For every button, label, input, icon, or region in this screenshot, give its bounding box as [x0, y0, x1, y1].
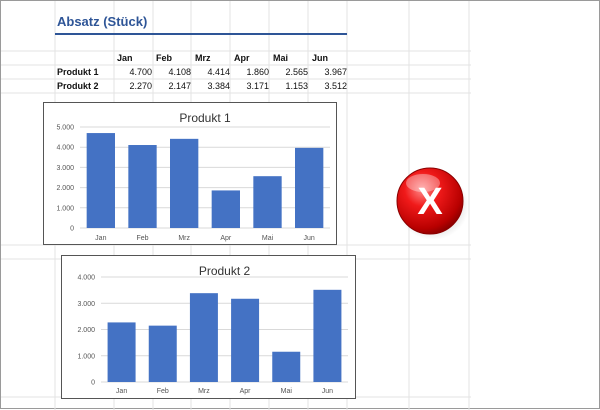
- table-row: Produkt 2 2.270 2.147 3.384 3.171 1.153 …: [55, 79, 349, 93]
- y-tick-label: 0: [70, 226, 74, 233]
- row-label-cell[interactable]: Produkt 2: [57, 81, 99, 91]
- bar: [211, 190, 240, 228]
- chart-produkt-1-plot: Produkt 1 0 1.000 2.000 3.000 4.000 5.000 Jan Fe…: [56, 111, 330, 242]
- y-tick-label: 4.000: [77, 275, 95, 282]
- title-underline: [55, 33, 347, 35]
- value-cell[interactable]: 2.147: [168, 81, 191, 91]
- y-tick-label: 2.000: [77, 327, 95, 334]
- bar: [231, 298, 260, 382]
- y-tick-label: 3.000: [56, 165, 74, 172]
- x-tick-label: Jan: [116, 388, 127, 395]
- value-cell[interactable]: 3.171: [246, 81, 269, 91]
- bar: [313, 289, 342, 382]
- value-cell[interactable]: 4.108: [168, 67, 191, 77]
- table-header-cell[interactable]: Apr: [234, 53, 250, 63]
- table-header-cell[interactable]: Jan: [117, 53, 133, 63]
- value-cell[interactable]: 2.565: [285, 67, 308, 77]
- y-tick-label: 1.000: [77, 353, 95, 360]
- value-cell[interactable]: 1.153: [285, 81, 308, 91]
- x-tick-label: Feb: [136, 235, 148, 242]
- table-header-cell[interactable]: Mrz: [195, 53, 211, 63]
- data-table: Jan Feb Mrz Apr Mai Jun Produkt 1 4.700 …: [55, 51, 349, 93]
- x-tick-label: Apr: [220, 235, 232, 242]
- sheet-title: Absatz (Stück): [57, 14, 148, 29]
- x-tick-label: Apr: [240, 388, 252, 395]
- x-tick-label: Mai: [262, 235, 274, 242]
- x-tick-label: Mai: [281, 388, 293, 395]
- error-x-glyph: X: [417, 181, 443, 223]
- value-cell[interactable]: 1.860: [246, 67, 269, 77]
- error-x-icon: X: [396, 167, 469, 240]
- bar: [86, 133, 115, 228]
- table-header-cell[interactable]: [55, 51, 115, 65]
- x-tick-label: Mrz: [178, 235, 190, 242]
- y-tick-label: 5.000: [56, 125, 74, 132]
- y-tick-label: 0: [91, 380, 95, 387]
- bar: [189, 293, 218, 382]
- chart-title: Produkt 2: [199, 264, 251, 278]
- value-cell[interactable]: 3.384: [207, 81, 230, 91]
- value-cell[interactable]: 3.512: [324, 81, 347, 91]
- table-header-cell[interactable]: Mai: [273, 53, 289, 63]
- bar: [128, 145, 157, 228]
- table-header-row: Jan Feb Mrz Apr Mai Jun: [55, 51, 349, 65]
- y-tick-label: 1.000: [56, 205, 74, 212]
- y-tick-label: 2.000: [56, 185, 74, 192]
- x-tick-label: Jun: [304, 235, 315, 242]
- row-label-cell[interactable]: Produkt 1: [57, 67, 99, 77]
- table-header-cell[interactable]: Jun: [312, 53, 329, 63]
- value-cell[interactable]: 2.270: [129, 81, 152, 91]
- bar: [295, 147, 324, 228]
- x-tick-label: Jan: [95, 235, 106, 242]
- bar: [272, 351, 301, 382]
- table-header-cell[interactable]: Feb: [156, 53, 173, 63]
- chart-produkt-2-plot: Produkt 2 0 1.000 2.000 3.000 4.000 Jan Feb Mrz A…: [77, 264, 348, 395]
- value-cell[interactable]: 4.700: [129, 67, 152, 77]
- x-tick-label: Feb: [157, 388, 169, 395]
- chart-produkt-2[interactable]: Produkt 2 0 1.000 2.000 3.000 4.000 Jan Feb Mrz A…: [61, 255, 356, 399]
- x-tick-label: Mrz: [198, 388, 210, 395]
- x-tick-label: Jun: [322, 388, 333, 395]
- table-row: Produkt 1 4.700 4.108 4.414 1.860 2.565 …: [55, 65, 349, 79]
- bar: [148, 325, 177, 382]
- bar: [107, 322, 136, 382]
- bar: [253, 176, 282, 228]
- value-cell[interactable]: 4.414: [207, 67, 230, 77]
- chart-title: Produkt 1: [179, 111, 231, 125]
- chart-produkt-1[interactable]: Produkt 1 0 1.000 2.000 3.000 4.000 5.000 Jan Fe…: [43, 102, 337, 245]
- y-tick-label: 4.000: [56, 145, 74, 152]
- value-cell[interactable]: 3.967: [324, 67, 347, 77]
- y-tick-label: 3.000: [77, 301, 95, 308]
- bar: [170, 138, 199, 228]
